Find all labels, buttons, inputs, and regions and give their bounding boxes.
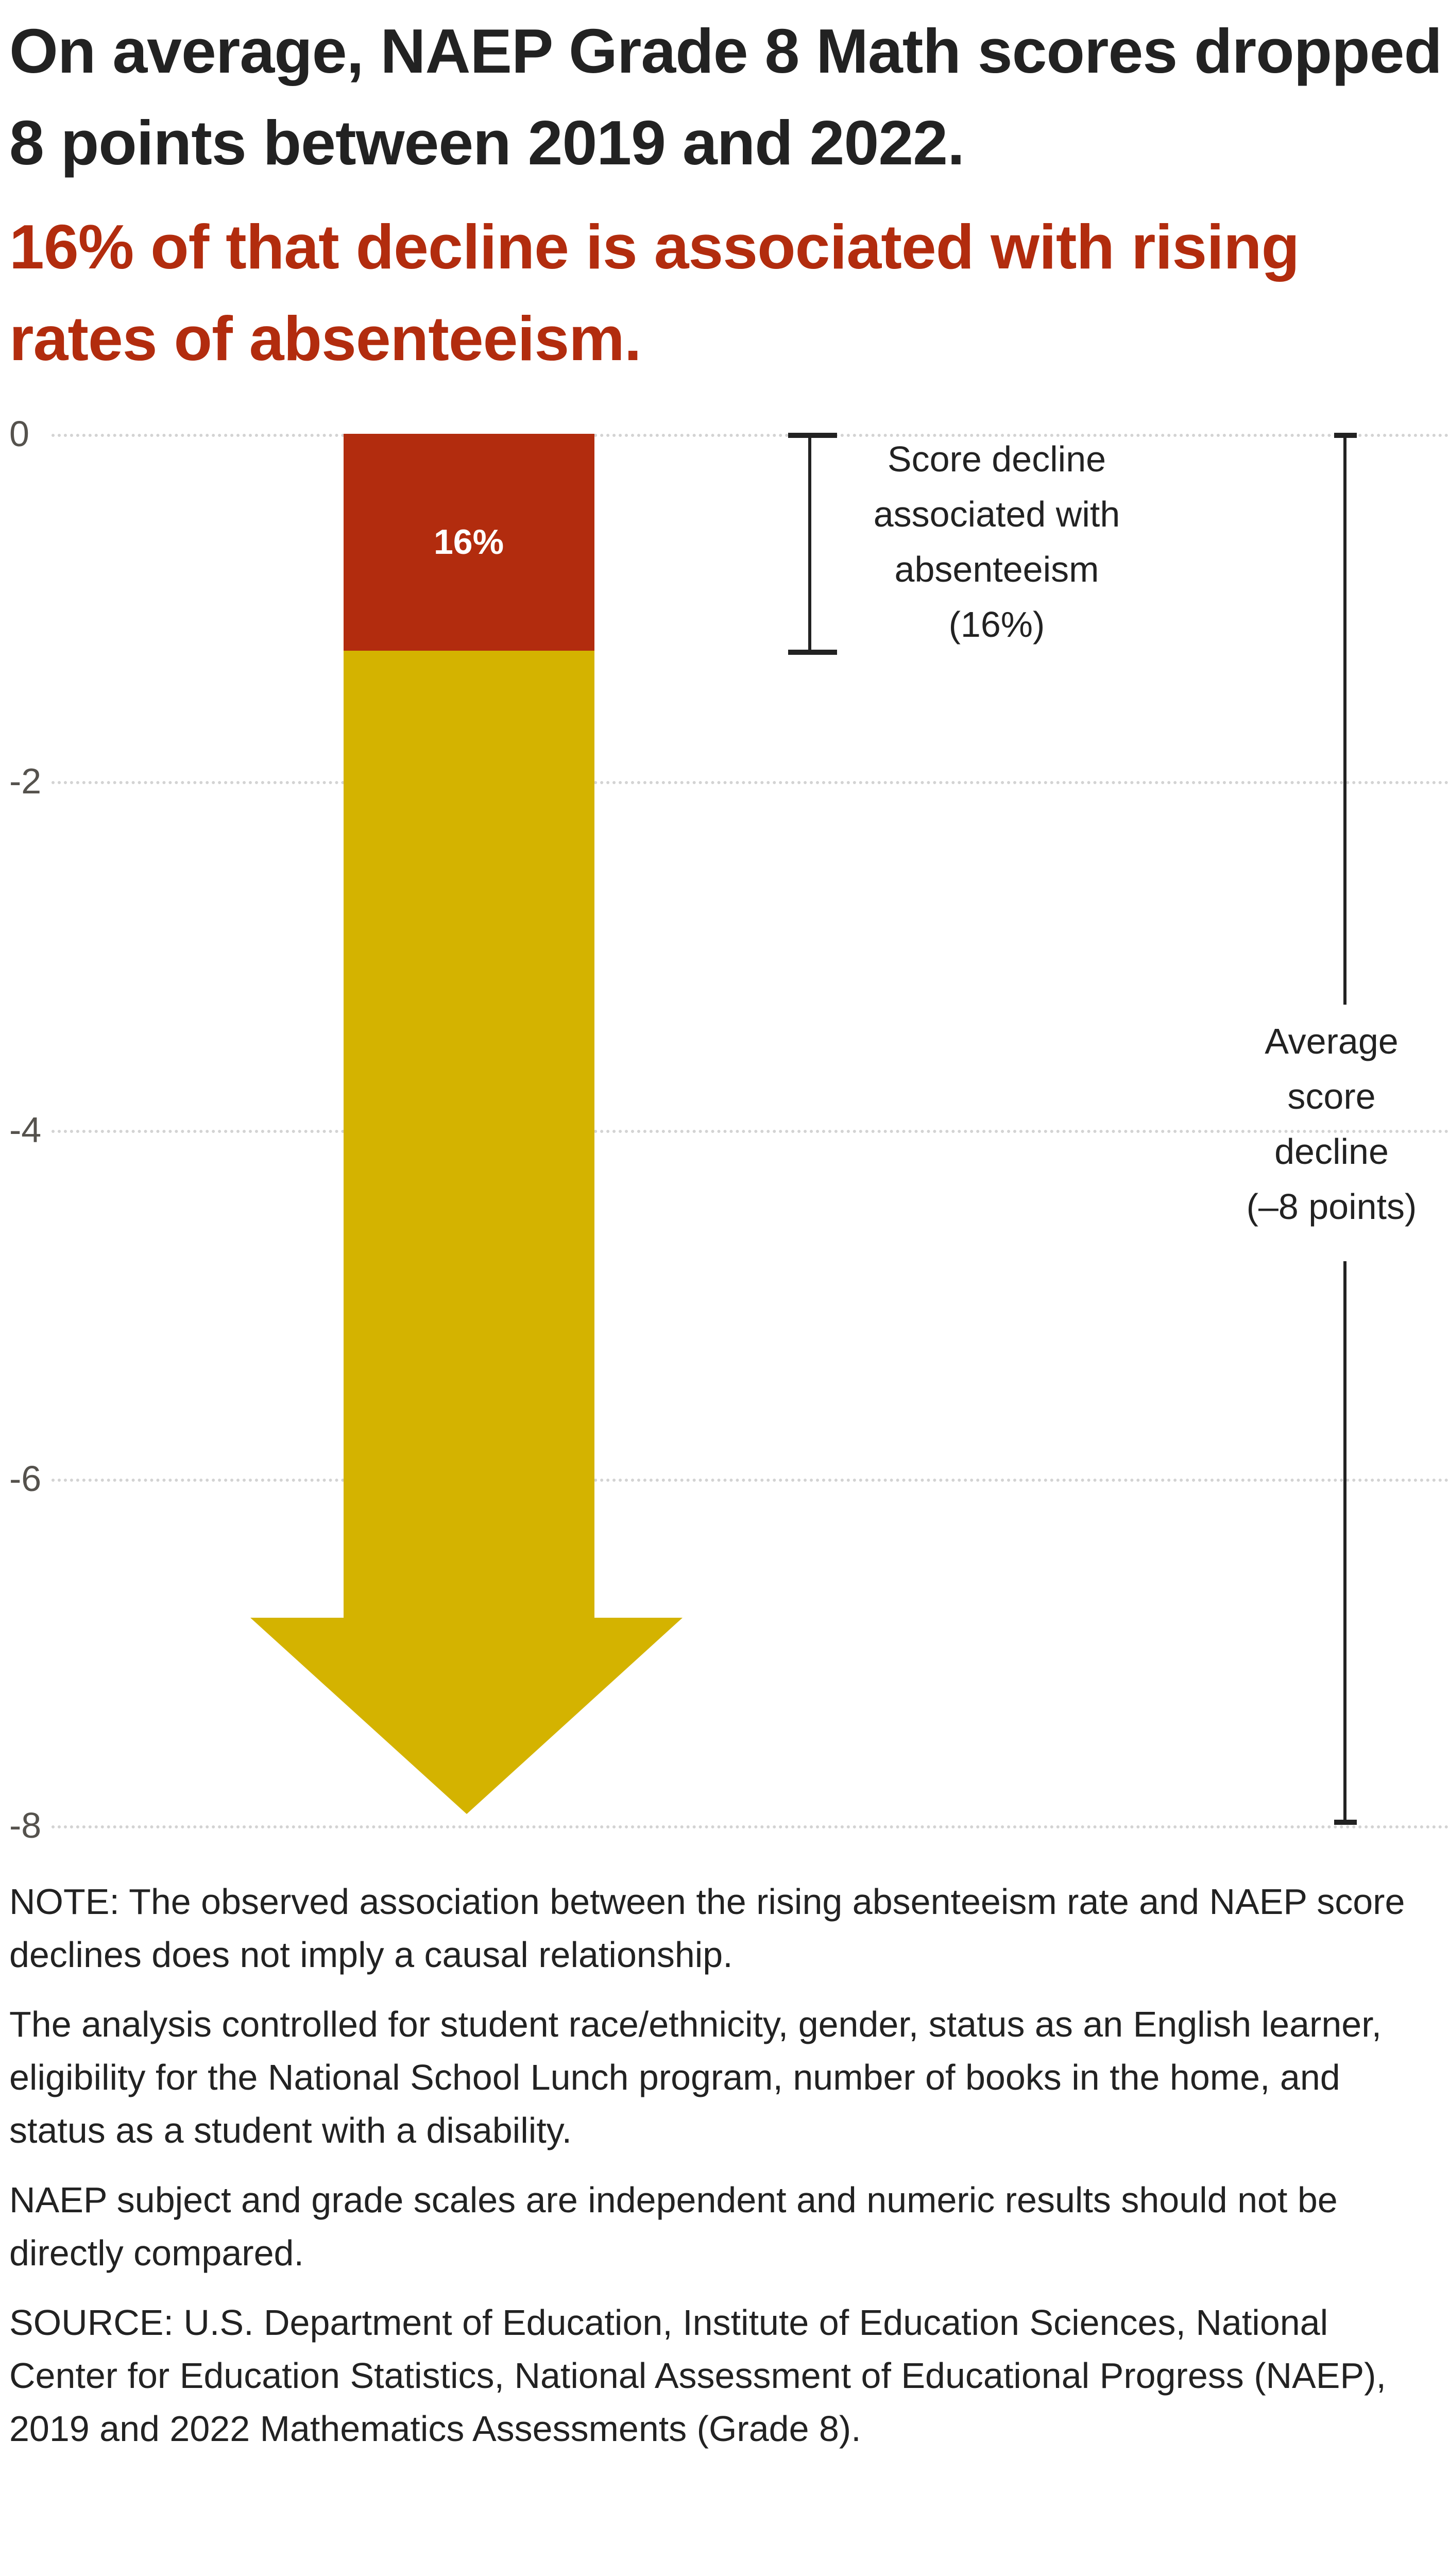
absenteeism-bracket-top-cap bbox=[788, 433, 837, 438]
note-controls: The analysis controlled for student race… bbox=[9, 2004, 1382, 2150]
average-bracket-lower bbox=[1343, 1261, 1346, 1824]
annotation-line: (16%) bbox=[948, 604, 1045, 645]
arrow-down-icon bbox=[250, 1618, 683, 1814]
annotation-line: associated with bbox=[873, 494, 1120, 534]
average-bracket-bottom-cap bbox=[1334, 1820, 1357, 1825]
annotation-line: score bbox=[1287, 1076, 1376, 1116]
annotation-line: decline bbox=[1274, 1131, 1389, 1172]
gridline-0 bbox=[52, 434, 1449, 437]
y-tick-label: -8 bbox=[9, 1805, 42, 1845]
y-tick-label: -6 bbox=[9, 1459, 42, 1499]
annotation-line: absenteeism bbox=[894, 549, 1099, 589]
y-tick-label: -2 bbox=[9, 761, 42, 801]
average-annotation: Average score decline (–8 points) bbox=[1247, 1014, 1417, 1234]
absenteeism-bracket bbox=[808, 435, 811, 652]
source: SOURCE: U.S. Department of Education, In… bbox=[9, 2302, 1386, 2449]
footnotes: NOTE: The observed association between t… bbox=[9, 1875, 1441, 2472]
absenteeism-bar bbox=[344, 434, 594, 651]
chart-area: 0 -2 -4 -6 -8 16% Score decline associat… bbox=[9, 414, 1449, 1845]
y-tick-label: 0 bbox=[9, 414, 29, 454]
gridline-minus-4 bbox=[52, 1130, 1449, 1133]
chart-title: On average, NAEP Grade 8 Math scores dro… bbox=[9, 16, 1442, 178]
total-decline-bar bbox=[344, 651, 594, 1619]
annotation-line: Average bbox=[1265, 1021, 1399, 1061]
gridline-minus-8 bbox=[52, 1825, 1449, 1828]
y-tick-label: -4 bbox=[9, 1110, 42, 1150]
annotation-line: Score decline bbox=[887, 439, 1106, 479]
absenteeism-share-label: 16% bbox=[433, 522, 504, 562]
average-bracket-top-cap bbox=[1334, 433, 1357, 438]
gridline-minus-2 bbox=[52, 781, 1449, 784]
chart-subtitle: 16% of that decline is associated with r… bbox=[9, 212, 1300, 374]
note-causal: NOTE: The observed association between t… bbox=[9, 1882, 1405, 1975]
gridline-minus-6 bbox=[52, 1479, 1449, 1482]
absenteeism-bracket-bottom-cap bbox=[788, 650, 837, 655]
average-bracket-upper bbox=[1343, 435, 1346, 1005]
absenteeism-annotation: Score decline associated with absenteeis… bbox=[874, 432, 1120, 652]
annotation-line: (–8 points) bbox=[1246, 1187, 1417, 1227]
note-scales: NAEP subject and grade scales are indepe… bbox=[9, 2180, 1338, 2273]
